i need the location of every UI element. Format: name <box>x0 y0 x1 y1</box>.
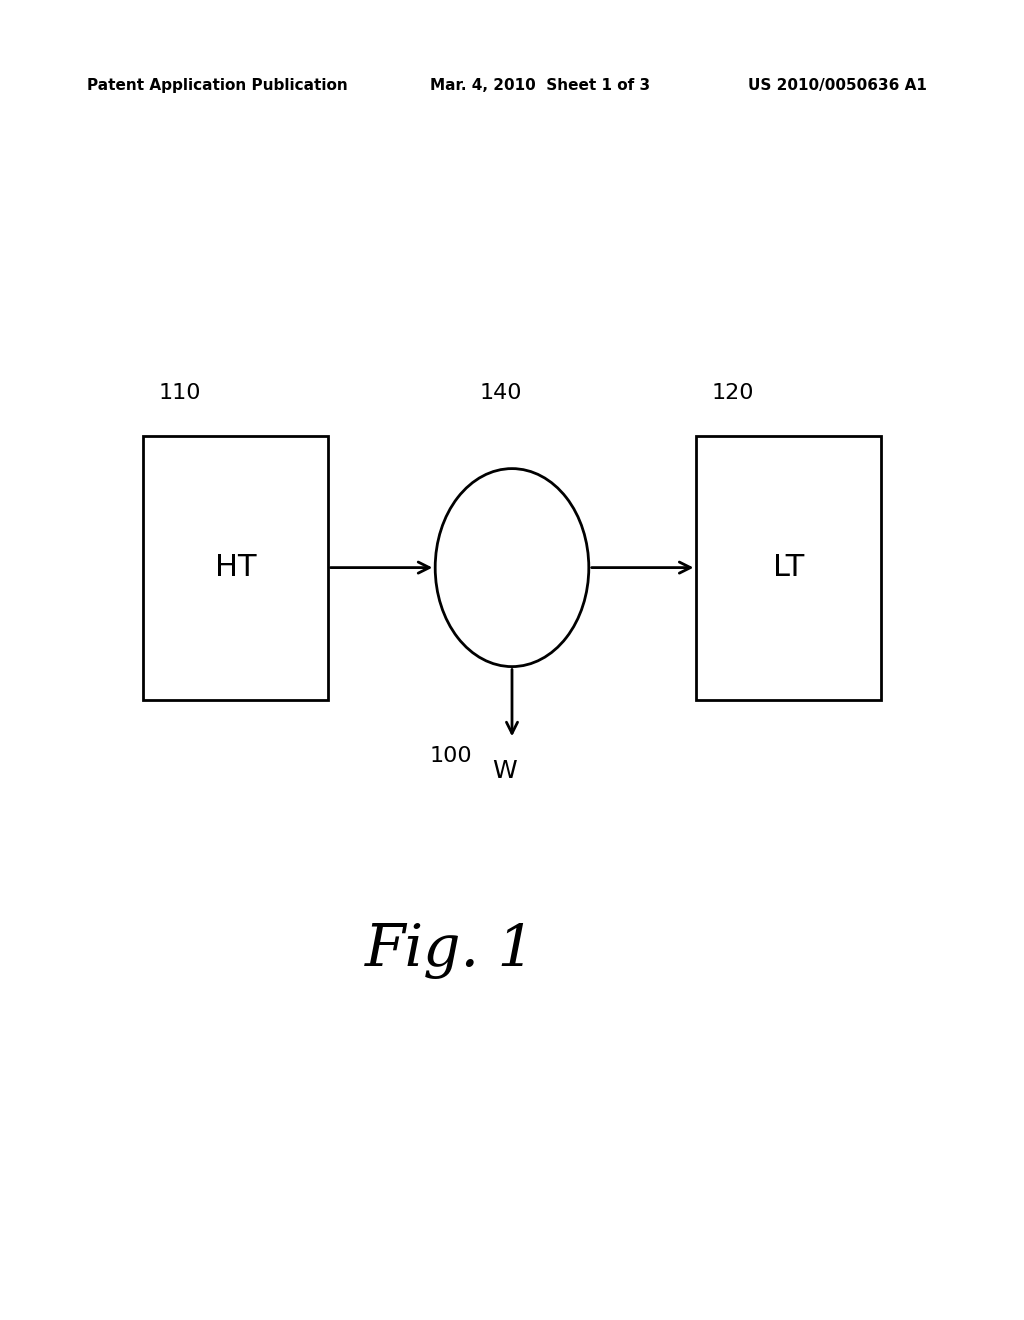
Text: Fig. 1: Fig. 1 <box>366 923 536 978</box>
Text: 100: 100 <box>429 746 472 766</box>
Bar <box>143 436 328 700</box>
Bar <box>696 436 881 700</box>
Text: Patent Application Publication: Patent Application Publication <box>87 78 348 94</box>
Text: US 2010/0050636 A1: US 2010/0050636 A1 <box>748 78 927 94</box>
Text: LT: LT <box>773 553 804 582</box>
Text: 120: 120 <box>712 383 755 403</box>
Text: 110: 110 <box>159 383 202 403</box>
Text: Mar. 4, 2010  Sheet 1 of 3: Mar. 4, 2010 Sheet 1 of 3 <box>430 78 650 94</box>
Text: 140: 140 <box>479 383 522 403</box>
Text: W: W <box>493 759 517 783</box>
Ellipse shape <box>435 469 589 667</box>
Text: HT: HT <box>215 553 256 582</box>
